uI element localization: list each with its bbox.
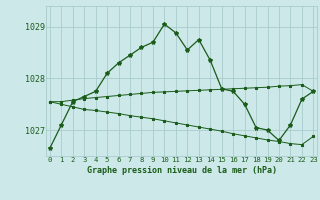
X-axis label: Graphe pression niveau de la mer (hPa): Graphe pression niveau de la mer (hPa) [87, 166, 276, 175]
